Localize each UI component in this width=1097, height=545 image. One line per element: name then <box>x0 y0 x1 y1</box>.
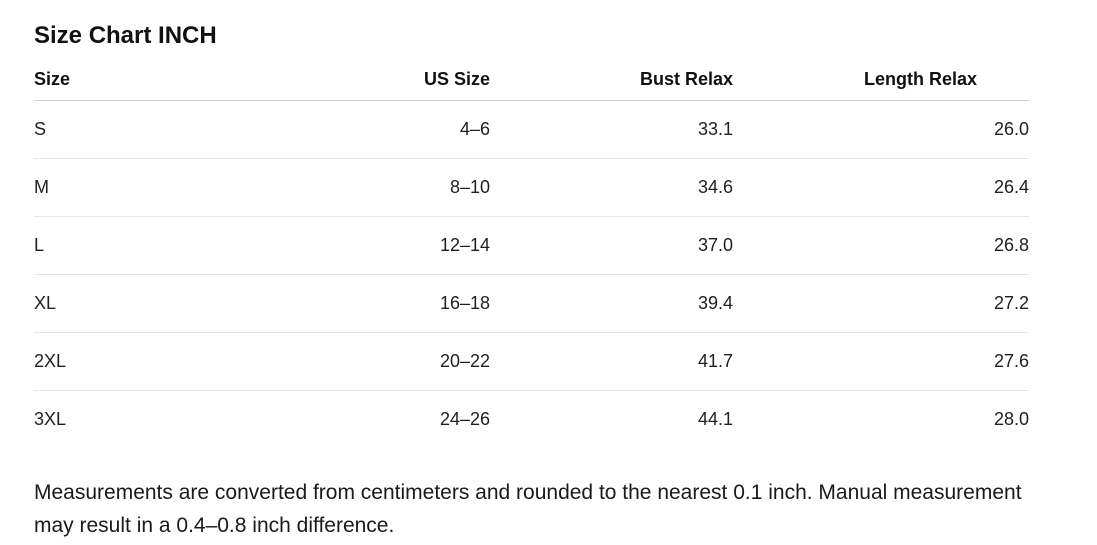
cell-bust-relax: 37.0 <box>490 216 733 275</box>
cell-length-relax: 26.4 <box>733 158 1029 217</box>
table-row: XL 16–18 39.4 27.2 <box>34 274 1029 333</box>
cell-us-size: 8–10 <box>254 158 490 217</box>
table-row: L 12–14 37.0 26.8 <box>34 216 1029 275</box>
table-row: 3XL 24–26 44.1 28.0 <box>34 391 1029 449</box>
table-header-row: Size US Size Bust Relax Length Relax <box>34 58 1029 101</box>
table-row: 2XL 20–22 41.7 27.6 <box>34 332 1029 391</box>
page-title: Size Chart INCH <box>34 22 217 49</box>
measurement-footnote: Measurements are converted from centimet… <box>34 481 1022 537</box>
header-bust-relax: Bust Relax <box>490 58 733 101</box>
cell-bust-relax: 44.1 <box>697 409 733 429</box>
cell-length-relax: 26.8 <box>733 216 1029 275</box>
cell-length-relax: 27.6 <box>733 332 1029 391</box>
cell-size: S <box>34 100 254 159</box>
cell-bust-relax: 34.6 <box>490 158 733 217</box>
cell-us-size: 12–14 <box>254 216 490 275</box>
cell-size: M <box>34 158 254 217</box>
header-us-size: US Size <box>254 58 490 101</box>
cell-bust-relax: 41.7 <box>490 332 733 391</box>
cell-bust-relax: 33.1 <box>490 100 733 159</box>
cell-length-relax: 26.0 <box>733 100 1029 159</box>
cell-size: 3XL <box>34 409 67 429</box>
cell-size: L <box>34 216 254 275</box>
table-row: S 4–6 33.1 26.0 <box>34 100 1029 159</box>
cell-bust-relax: 39.4 <box>490 274 733 333</box>
header-length-relax: Length Relax <box>733 58 1029 101</box>
header-size: Size <box>34 58 254 101</box>
cell-size: XL <box>34 274 254 333</box>
cell-us-size: 20–22 <box>254 332 490 391</box>
size-chart-table: Size US Size Bust Relax Length Relax S 4… <box>34 58 1029 448</box>
cell-us-size: 4–6 <box>254 100 490 159</box>
cell-length-relax: 28.0 <box>993 409 1029 429</box>
cell-us-size: 24–26 <box>439 409 490 429</box>
cell-size: 2XL <box>34 332 254 391</box>
table-row: M 8–10 34.6 26.4 <box>34 158 1029 217</box>
cell-length-relax: 27.2 <box>733 274 1029 333</box>
cell-us-size: 16–18 <box>254 274 490 333</box>
